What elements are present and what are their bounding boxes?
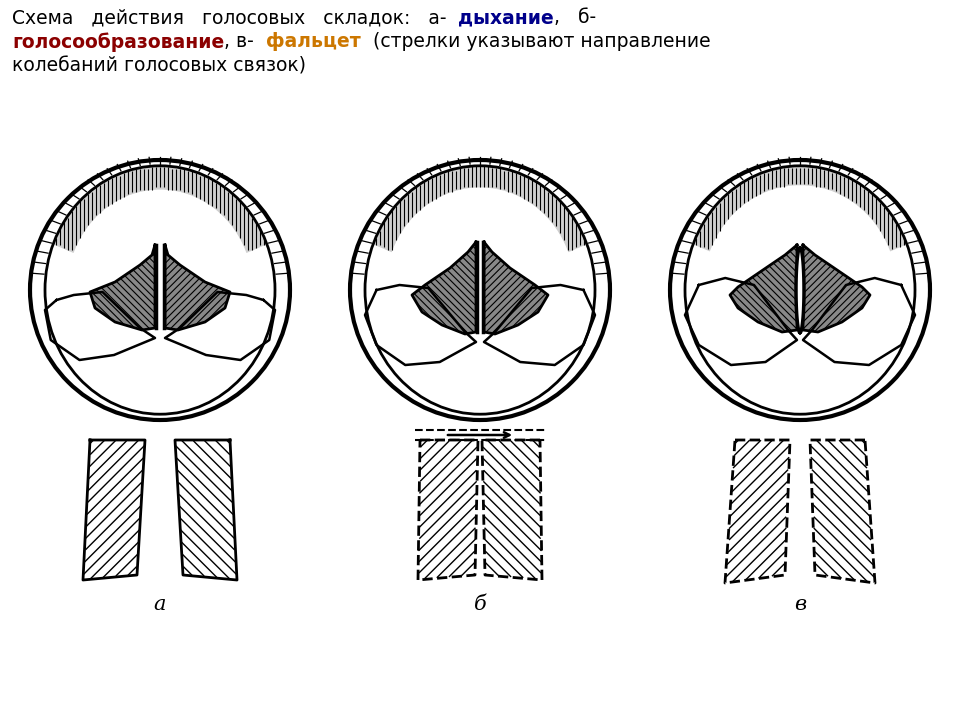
Polygon shape — [484, 242, 548, 334]
Text: дыхание: дыхание — [459, 8, 554, 27]
Polygon shape — [810, 440, 875, 583]
Polygon shape — [175, 440, 237, 580]
Polygon shape — [165, 292, 275, 360]
Polygon shape — [360, 166, 600, 414]
Polygon shape — [30, 160, 290, 420]
Text: в: в — [794, 595, 806, 614]
Polygon shape — [803, 278, 915, 365]
Polygon shape — [45, 292, 155, 360]
Polygon shape — [365, 285, 476, 365]
Text: б: б — [473, 595, 487, 614]
Text: ,   б-: , б- — [554, 8, 596, 27]
Polygon shape — [412, 242, 476, 334]
Polygon shape — [418, 440, 478, 580]
Polygon shape — [40, 166, 279, 414]
Polygon shape — [165, 245, 230, 330]
Polygon shape — [484, 285, 595, 365]
Polygon shape — [350, 160, 610, 420]
Polygon shape — [482, 440, 542, 580]
Text: колебаний голосовых связок): колебаний голосовых связок) — [12, 56, 306, 75]
Polygon shape — [670, 160, 930, 420]
Polygon shape — [53, 166, 267, 253]
Polygon shape — [373, 166, 587, 252]
Polygon shape — [693, 166, 907, 251]
Polygon shape — [685, 278, 797, 365]
Text: , в-: , в- — [225, 32, 266, 51]
Polygon shape — [730, 245, 797, 332]
Polygon shape — [796, 248, 804, 333]
Polygon shape — [477, 242, 483, 332]
Polygon shape — [681, 166, 920, 414]
Polygon shape — [725, 440, 790, 583]
Text: а: а — [154, 595, 166, 614]
Text: (стрелки указывают направление: (стрелки указывают направление — [361, 32, 710, 51]
Polygon shape — [156, 245, 164, 328]
Polygon shape — [803, 245, 870, 332]
Polygon shape — [90, 245, 155, 330]
Polygon shape — [83, 440, 145, 580]
Text: Схема   действия   голосовых   складок:   а-: Схема действия голосовых складок: а- — [12, 8, 459, 27]
Text: голосообразование: голосообразование — [12, 32, 225, 52]
Text: фальцет: фальцет — [266, 32, 361, 51]
